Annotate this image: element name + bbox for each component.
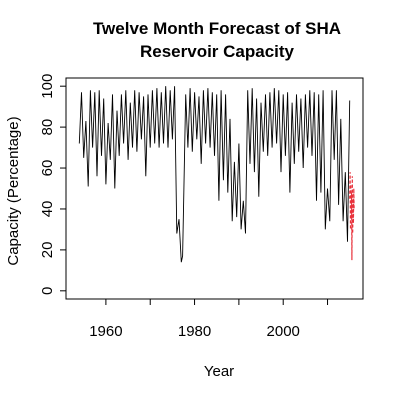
plot-area-frame: [65, 77, 364, 300]
x-tick-label-1960: 1960: [89, 323, 122, 340]
y-tick-label-40: 40: [39, 201, 56, 218]
y-tick-label-100: 100: [39, 74, 56, 99]
y-tick-label-0: 0: [39, 287, 56, 295]
chart-title-line2: Reservoir Capacity: [140, 42, 295, 61]
y-axis-label: Capacity (Percentage): [5, 116, 22, 265]
forecast-series-line: [349, 172, 355, 261]
x-tick-label-2000: 2000: [267, 323, 300, 340]
x-axis-label: Year: [204, 363, 234, 380]
observed-series-line: [78, 86, 351, 263]
y-tick-label-20: 20: [39, 242, 56, 259]
y-tick-label-80: 80: [39, 119, 56, 136]
x-tick-label-1980: 1980: [178, 323, 211, 340]
series-layer: [78, 86, 355, 263]
y-axis: 0 20 40 60 80 100: [39, 74, 66, 295]
x-axis: 1960 1980 2000: [89, 299, 329, 340]
y-tick-label-60: 60: [39, 160, 56, 177]
chart-title-line1: Twelve Month Forecast of SHA: [93, 19, 341, 38]
